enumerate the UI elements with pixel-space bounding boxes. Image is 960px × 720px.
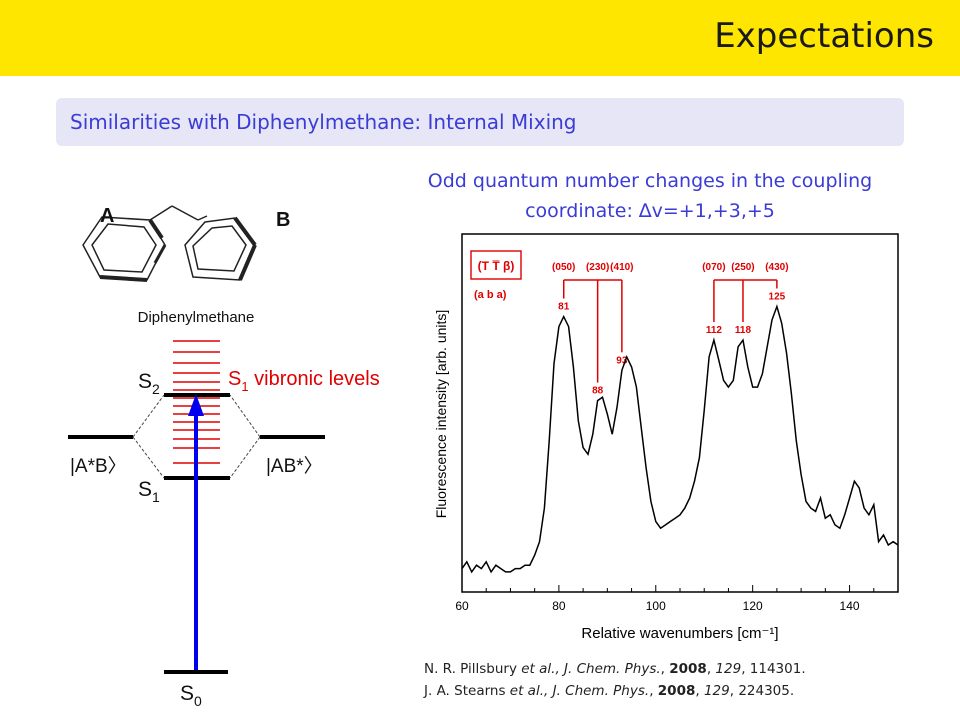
peak-label: 93: [616, 355, 628, 366]
subtitle: Similarities with Diphenylmethane: Inter…: [70, 110, 577, 134]
s2-label: S2: [138, 370, 160, 397]
fluorescence-spectrum-chart: 60 80 100 120 140 (050) (230) (410) (070) (250) (…: [433, 233, 899, 642]
vibronic-levels-label: S1 vibronic levels: [228, 368, 380, 394]
s1-label: S1: [138, 478, 160, 505]
plot-frame: [461, 233, 899, 593]
energy-diagram: A B Diphenylmethane S2 S1 S0 S1 vibronic: [68, 205, 380, 709]
peak-label: 81: [558, 302, 570, 313]
title-bar: Expectations: [0, 0, 960, 76]
legend-sub-text: (a b a): [474, 289, 507, 301]
x-tick-label: 60: [455, 599, 469, 613]
ring-b-label: B: [276, 209, 290, 231]
mixing-connectors: [132, 394, 261, 479]
peak-label: 118: [735, 325, 752, 336]
reference-1: N. R. Pillsbury et al., J. Chem. Phys., …: [424, 661, 806, 677]
subtitle-box: Similarities with Diphenylmethane: Inter…: [56, 98, 904, 146]
note-line-2: coordinate: ∆v=+1,+3,+5: [525, 200, 775, 222]
right-state-label: |AB*〉: [266, 455, 323, 477]
assignment-label: (430): [765, 262, 788, 273]
spectrum-line: [461, 304, 899, 574]
peak-label: 88: [592, 386, 604, 397]
note-line-1: Odd quantum number changes in the coupli…: [427, 170, 873, 192]
legend-box-text: (T T̅ β): [478, 259, 515, 273]
assignment-label: (050): [552, 262, 575, 273]
x-tick-label: 100: [646, 599, 666, 613]
x-tick-label: 120: [743, 599, 763, 613]
peak-label: 112: [706, 325, 723, 336]
s0-label: S0: [180, 682, 202, 709]
references: N. R. Pillsbury et al., J. Chem. Phys., …: [424, 658, 806, 702]
excitation-arrow-head: [188, 394, 204, 416]
left-state-label: |A*B〉: [70, 455, 127, 477]
assignment-label: (230): [586, 262, 609, 273]
x-tick-label: 140: [840, 599, 860, 613]
peak-label: 125: [769, 291, 786, 302]
legend-box: [470, 250, 522, 280]
y-axis-label: Fluorescence intensity [arb. units]: [433, 310, 449, 519]
slide-title: Expectations: [714, 16, 934, 56]
x-tick-label: 80: [552, 599, 566, 613]
assignment-label: (410): [610, 262, 633, 273]
x-axis-label: Relative wavenumbers [cm⁻¹]: [581, 625, 778, 642]
coupling-note: Odd quantum number changes in the coupli…: [380, 166, 920, 226]
ring-a-label: A: [100, 205, 114, 227]
reference-2: J. A. Stearns et al., J. Chem. Phys., 20…: [424, 683, 795, 699]
assignment-label: (070): [702, 262, 725, 273]
molecule-label: Diphenylmethane: [138, 309, 255, 326]
assignment-label: (250): [731, 262, 754, 273]
diphenylmethane-structure: [82, 205, 257, 282]
